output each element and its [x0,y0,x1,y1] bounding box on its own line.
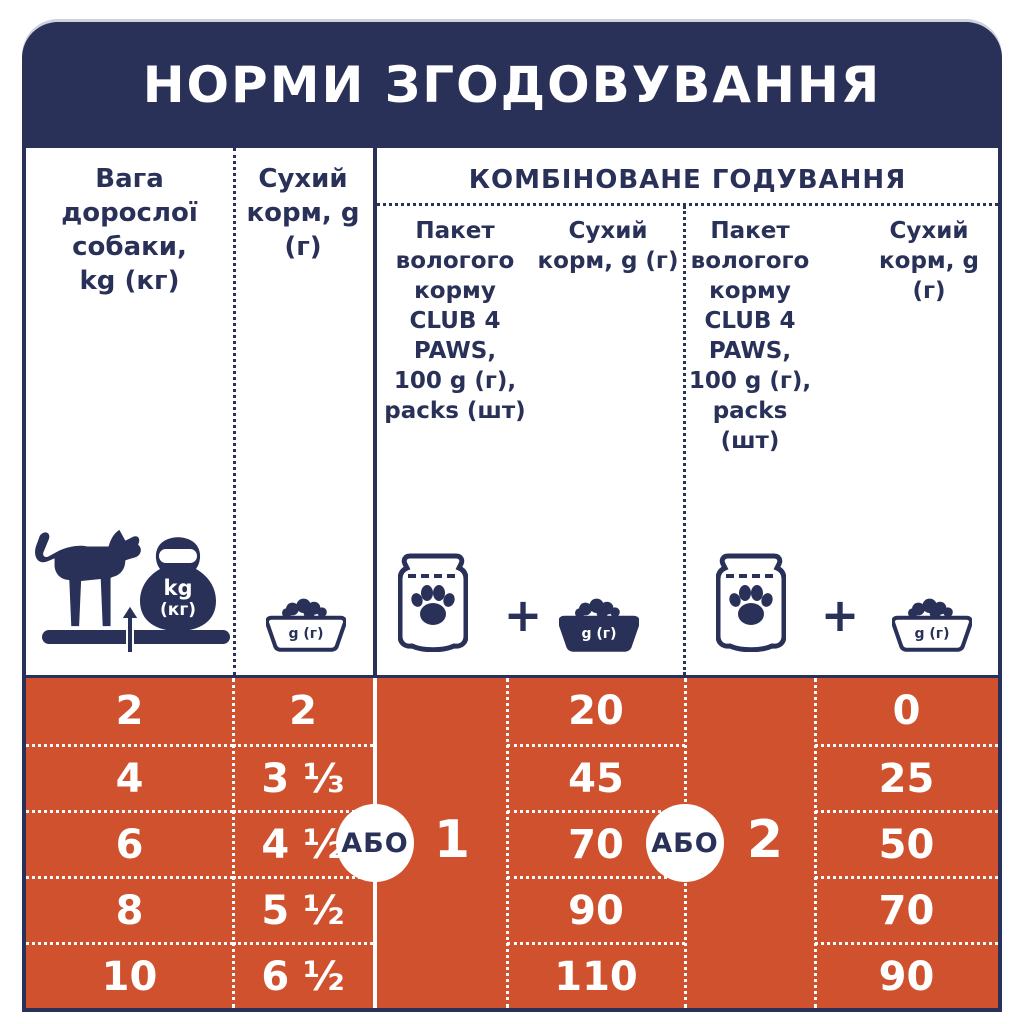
food-bowl-outline-icon: g (г) [890,598,974,652]
arrow-up-icon [119,603,141,654]
page-title: НОРМИ ЗГОДОВУВАННЯ [142,56,882,114]
weight-value: 8 [26,876,233,942]
kettlebell-unit-kg-cyr: (кг) [160,600,196,620]
dry-value: 2 [289,688,317,734]
divider-combined-subheader [377,203,998,206]
or-badge-label: АБО [341,827,409,859]
food-bowl-filled-icon: g (г) [557,598,641,652]
paw-print-icon [729,585,773,625]
kettlebell-icon: kg (кг) [138,536,218,632]
kettlebell-shape [140,537,216,631]
subheader-dry-2: Сухий корм, g (г) [879,218,979,304]
column-header-weight: Вага дорослої собаки, kg (кг) [61,164,198,296]
combo1-dry-value: 20 [568,688,624,734]
bowl-shape [890,598,974,652]
dog-icon [35,529,141,627]
or-badge-label: АБО [651,827,719,859]
combo1-dry-value: 110 [507,942,685,1008]
grid-divider [506,678,509,1008]
combo2-dry-value: 50 [815,810,998,876]
dry-value: 6 ½ [233,942,373,1008]
kettlebell-unit-kg: kg [163,576,193,600]
pouch-shape [715,553,787,653]
weight-value: 4 [26,744,233,810]
or-badge: АБО [646,804,724,882]
column-header-dry-food: Сухий корм, g (г) [246,164,360,262]
combo2-dry-value: 25 [815,744,998,810]
wet-pack-count-1: 1 [433,810,471,870]
or-badge: АБО [336,804,414,882]
paw-print-icon [411,585,455,625]
grid-divider [814,678,817,1008]
feeding-table: Вага дорослої собаки, kg (кг) Сухий корм… [22,148,1002,1012]
subheader-wet-pack-1: Пакет вологого корму CLUB 4 PAWS, 100 g … [384,218,526,424]
wet-pack-count-2: 2 [746,810,784,870]
combo1-dry-value: 45 [507,744,685,810]
dry-value: 5 ½ [233,876,373,942]
dry-value: 4 ½ [233,810,373,876]
subheader-wet-pack-2: Пакет вологого корму CLUB 4 PAWS, 100 g … [688,218,812,454]
bowl-unit-label: g (г) [914,626,950,642]
weight-value: 2 [115,688,144,734]
divider-dry-combined [373,148,377,675]
feeding-table-card: НОРМИ ЗГОДОВУВАННЯ Вага дорослої собаки,… [22,22,1002,1012]
combo1-dry-value: 70 [507,810,685,876]
dry-value: 3 ⅓ [233,744,373,810]
wet-food-pouch-icon [397,552,469,653]
bowl-unit-label: g (г) [288,626,324,642]
divider-weight-dry [233,148,236,675]
bowl-shape [264,598,348,652]
title-bar: НОРМИ ЗГОДОВУВАННЯ [22,22,1002,148]
combo2-dry-value: 0 [892,688,921,734]
bowl-unit-label: g (г) [581,626,617,642]
scale-bar-icon [42,630,230,644]
plus-icon: + [503,588,543,642]
column-header-combined-feeding: КОМБІНОВАНЕ ГОДУВАННЯ [468,165,907,195]
data-grid: 2 2 20 0 4 3 ⅓ 45 25 6 4 ½ 70 50 8 5 ½ 9… [26,675,998,1008]
divider-combined-middle [683,206,686,675]
weight-value: 10 [26,942,233,1008]
plus-icon: + [820,588,860,642]
combo1-dry-value: 90 [507,876,685,942]
wet-food-pouch-icon [715,552,787,653]
subheader-dry-1: Сухий корм, g (г) [537,218,679,274]
grid-divider [232,678,235,1008]
weight-value: 6 [26,810,233,876]
pouch-shape [397,553,469,653]
bowl-shape [557,598,641,652]
combo2-dry-value: 90 [815,942,998,1008]
combo2-dry-value: 70 [815,876,998,942]
food-bowl-outline-icon: g (г) [264,598,348,652]
